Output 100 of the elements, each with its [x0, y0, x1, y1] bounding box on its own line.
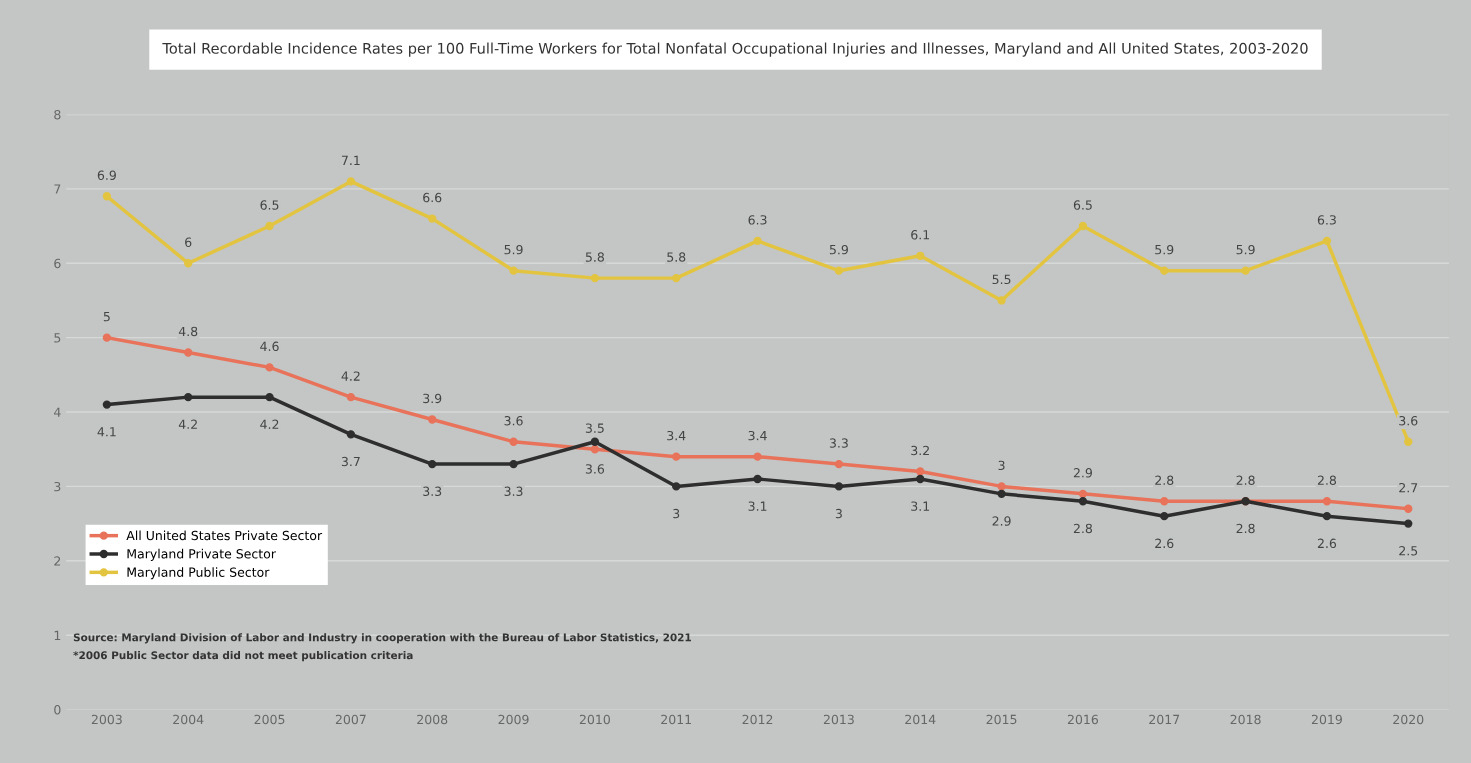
data-label: 4.2 [178, 419, 197, 429]
point [916, 474, 925, 484]
x-tick-label: 2018 [1230, 714, 1261, 725]
data-label: 3.1 [748, 501, 767, 511]
y-tick-label: 7 [54, 184, 61, 194]
point [1404, 519, 1413, 528]
data-label: 3.4 [667, 430, 686, 441]
data-label: 2.8 [1317, 475, 1337, 485]
data-label: 7.1 [341, 155, 360, 165]
point [997, 296, 1006, 305]
x-tick-label: 2004 [173, 714, 204, 725]
data-label: 4.2 [260, 419, 279, 429]
y-tick-label: 1 [54, 630, 61, 640]
point [428, 415, 437, 424]
point [753, 236, 762, 246]
data-label: 3.4 [748, 430, 767, 441]
data-label: 6.6 [423, 192, 442, 203]
data-label: 3.6 [1399, 416, 1418, 426]
x-tick-label: 2017 [1149, 714, 1180, 725]
data-label: 6.5 [260, 200, 279, 210]
point [916, 467, 925, 476]
point [1160, 512, 1169, 521]
data-label: 2.8 [1236, 523, 1255, 534]
x-tick-label: 2020 [1393, 714, 1424, 725]
point [184, 392, 193, 402]
chart-title: Total Recordable Incidence Rates per 100 Full-Time Workers for Total Nonfatal Occupational Injuries and Illnesses, Maryland and All United States, 2003-2020 [162, 42, 1308, 57]
data-label: 5.9 [1155, 244, 1174, 255]
legend-label: All United States Private Sector [126, 530, 323, 541]
point [1078, 221, 1088, 231]
point [753, 474, 762, 484]
point [265, 221, 274, 231]
point [346, 392, 356, 402]
x-tick-label: 2010 [579, 714, 610, 725]
y-tick-label: 0 [54, 705, 61, 715]
data-label: 6 [185, 237, 192, 247]
data-label: 3.5 [585, 423, 604, 433]
x-tick-label: 2015 [986, 714, 1017, 725]
data-label: 5 [103, 312, 110, 322]
x-tick-label: 2019 [1311, 714, 1342, 725]
point [509, 437, 518, 446]
point [184, 259, 193, 268]
data-label: 2.6 [1317, 538, 1337, 549]
point [428, 459, 437, 469]
data-label: 3 [998, 460, 1005, 471]
data-label: 5.5 [992, 274, 1011, 285]
point [428, 214, 437, 223]
data-label: 6.3 [748, 215, 767, 225]
data-label: 4.2 [341, 371, 360, 381]
x-tick-label: 2011 [661, 714, 691, 725]
data-label: 3.3 [423, 486, 442, 496]
point [1322, 497, 1332, 506]
point [509, 459, 518, 469]
data-label: 4.6 [260, 341, 279, 352]
point [102, 400, 112, 409]
x-tick-label: 2013 [823, 714, 854, 725]
point [1078, 489, 1088, 499]
point [753, 452, 762, 461]
point [834, 482, 844, 491]
data-label: 2.8 [1155, 475, 1174, 485]
data-label: 3.3 [829, 438, 848, 448]
data-label: 4.1 [97, 427, 116, 437]
data-label: 3.3 [504, 486, 523, 496]
data-label: 3 [673, 508, 680, 519]
point [672, 273, 681, 283]
data-label: 5.9 [504, 244, 523, 255]
point [1322, 512, 1332, 521]
data-label: 4.8 [178, 326, 198, 337]
annotation: Source: Maryland Division of Labor and Industry in cooperation with the Bureau of Labor Statistics, 2021 [73, 633, 691, 644]
point [590, 445, 600, 454]
data-label: 6.9 [97, 170, 116, 180]
point [184, 348, 193, 357]
x-tick-label: 2014 [905, 714, 936, 725]
point [1404, 437, 1413, 446]
point [1160, 497, 1169, 506]
point [1241, 266, 1250, 275]
data-label: 3.1 [911, 501, 930, 511]
point [265, 392, 274, 402]
data-label: 3.6 [504, 416, 523, 426]
data-label: 3.7 [341, 456, 360, 467]
x-tick-label: 2009 [498, 714, 529, 725]
legend-label: Maryland Private Sector [127, 548, 276, 561]
point [834, 266, 844, 275]
point [672, 452, 681, 461]
data-label: 2.9 [992, 516, 1011, 526]
point [265, 363, 274, 372]
point [916, 251, 925, 260]
y-tick-label: 2 [54, 556, 61, 566]
point [834, 459, 844, 469]
y-tick-label: 6 [54, 258, 61, 269]
point [509, 266, 518, 275]
point [346, 430, 356, 439]
legend-label: Maryland Public Sector [127, 567, 270, 580]
data-label: 2.9 [1073, 468, 1092, 478]
data-label: 2.8 [1236, 475, 1255, 485]
point [1322, 236, 1332, 246]
point [102, 192, 112, 201]
point [102, 333, 112, 342]
annotation: *2006 Public Sector data did not meet publication criteria [73, 651, 413, 662]
data-label: 2.5 [1399, 546, 1418, 556]
data-label: 5.9 [829, 244, 848, 255]
